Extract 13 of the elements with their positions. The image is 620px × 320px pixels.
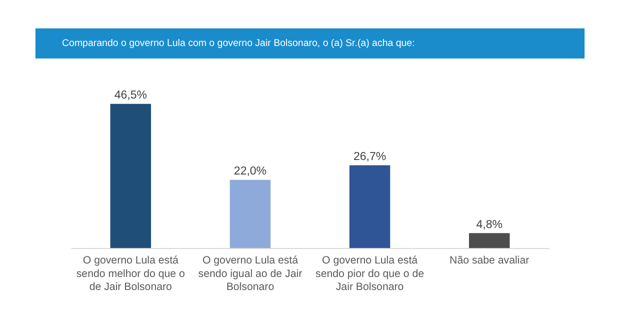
data-label: 4,8% (476, 218, 502, 231)
x-tick-label: O governo Lula está sendo igual ao de Jair Bolsonaro (198, 254, 303, 294)
bar (349, 165, 390, 248)
x-tick-label: O governo Lula está sendo melhor do que o de Jair Bolsonaro (76, 254, 186, 294)
data-label: 26,7% (353, 150, 386, 163)
x-tick-label: O governo Lula está sendo pior do que o de Jair Bolsonaro (316, 254, 424, 294)
data-label: 22,0% (234, 166, 267, 178)
bar (110, 104, 152, 248)
bar (230, 180, 271, 248)
x-tick-label: Não sabe avaliar (450, 254, 530, 267)
data-label: 46,5% (114, 90, 147, 102)
bar (468, 233, 510, 248)
chart-title: Comparando o governo Lula com o governo Jair Bolsonaro, o (a) Sr.(a) acha que: (62, 38, 415, 50)
